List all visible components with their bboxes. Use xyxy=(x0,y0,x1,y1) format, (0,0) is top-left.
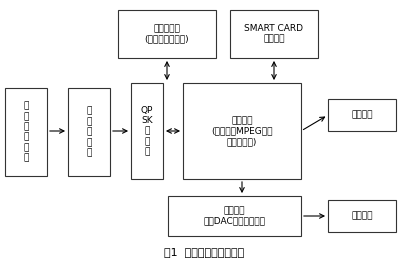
Text: 视频输出: 视频输出 xyxy=(351,110,373,119)
Text: 图1  传统机顶盒逻辑结构: 图1 传统机顶盒逻辑结构 xyxy=(164,247,244,257)
Text: 音频输出: 音频输出 xyxy=(351,211,373,221)
Text: 宽
带
调
谐
器: 宽 带 调 谐 器 xyxy=(86,107,92,157)
FancyBboxPatch shape xyxy=(131,83,163,179)
FancyBboxPatch shape xyxy=(328,99,396,131)
FancyBboxPatch shape xyxy=(118,10,216,58)
FancyBboxPatch shape xyxy=(168,196,301,236)
FancyBboxPatch shape xyxy=(68,88,110,176)
FancyBboxPatch shape xyxy=(328,200,396,232)
Text: QP
SK
解
码
器: QP SK 解 码 器 xyxy=(141,106,153,156)
FancyBboxPatch shape xyxy=(230,10,318,58)
FancyBboxPatch shape xyxy=(183,83,301,179)
Text: 系统存储器
(存储程序和数据): 系统存储器 (存储程序和数据) xyxy=(145,24,189,44)
Text: 系统模块
(解复用、MPEG解码
和视频编码): 系统模块 (解复用、MPEG解码 和视频编码) xyxy=(211,116,273,146)
Text: 音频单元
音频DAC、编码和放大: 音频单元 音频DAC、编码和放大 xyxy=(204,206,266,226)
Text: 卫
星
接
收
天
线: 卫 星 接 收 天 线 xyxy=(23,102,29,163)
Text: SMART CARD
（解扰）: SMART CARD （解扰） xyxy=(244,24,304,44)
FancyBboxPatch shape xyxy=(5,88,47,176)
